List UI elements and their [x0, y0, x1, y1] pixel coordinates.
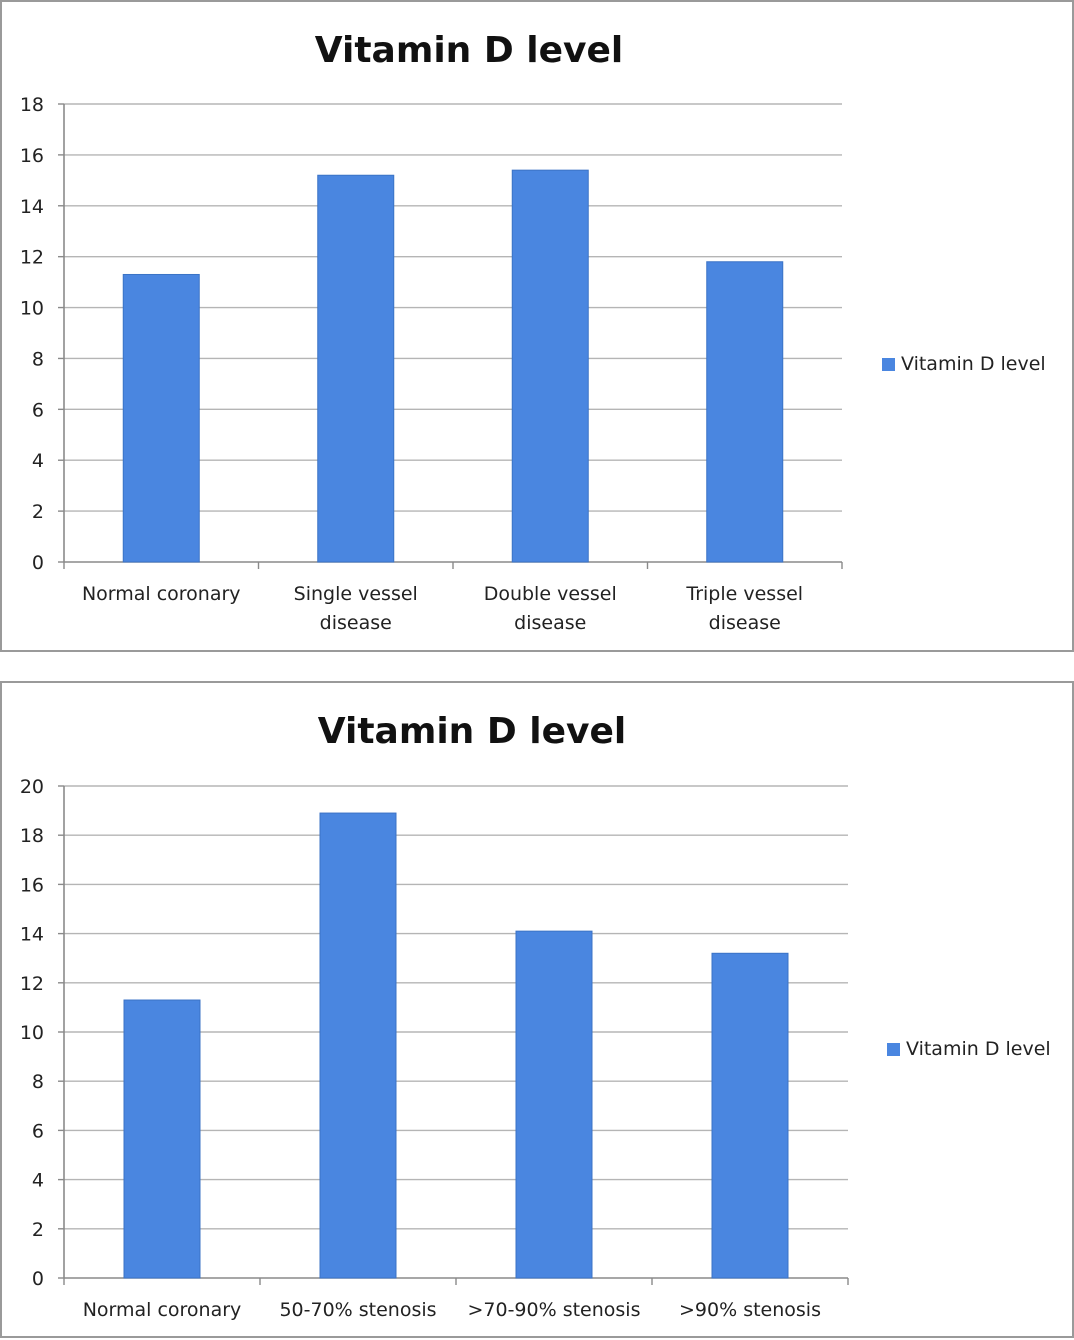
- chart-1-y-tick-label: 0: [32, 552, 44, 574]
- chart-1-legend-swatch: [882, 358, 895, 371]
- chart-1-y-tick-label: 2: [32, 501, 44, 523]
- chart-2-y-tick-label: 16: [20, 874, 44, 896]
- chart-2-category-label: 50-70% stenosis: [279, 1299, 436, 1321]
- chart-2-y-tick-label: 4: [32, 1170, 44, 1192]
- chart-1-category-label: Single vessel: [294, 583, 418, 605]
- chart-1-category-label: disease: [514, 612, 586, 634]
- chart-1-category-label: disease: [320, 612, 392, 634]
- chart-1-category-label: disease: [709, 612, 781, 634]
- chart-2-y-tick-label: 12: [20, 973, 44, 995]
- chart-1-y-tick-label: 4: [32, 450, 44, 472]
- chart-2-category-label: >70-90% stenosis: [467, 1299, 640, 1321]
- chart-2-y-tick-label: 14: [20, 924, 44, 946]
- chart-2-bar: [515, 930, 593, 1279]
- chart-1: Vitamin D level 0 2 4 6 8 10 12 14 16 18 Normal cor…: [20, 30, 1046, 634]
- chart-1-y-tick-label: 16: [20, 145, 44, 167]
- chart-2-y-tick-label: 0: [32, 1268, 44, 1290]
- chart-1-y-tick-label: 10: [20, 298, 44, 320]
- chart-panel-1: Vitamin D level 0 2 4 6 8 10 12 14 16 18 Normal cor…: [0, 0, 1074, 652]
- chart-2-y-tick-label: 2: [32, 1219, 44, 1241]
- chart-2-bar: [711, 952, 789, 1279]
- chart-1-bar: [317, 174, 395, 563]
- chart-1-y-tick-label: 8: [32, 348, 44, 370]
- chart-2-y-tick-label: 10: [20, 1022, 44, 1044]
- chart-1-title: Vitamin D level: [315, 30, 623, 71]
- chart-2-title: Vitamin D level: [318, 711, 626, 752]
- chart-1-bar: [122, 273, 200, 563]
- chart-1-category-label: Triple vessel: [685, 583, 803, 605]
- chart-1-y-tick-label: 6: [32, 399, 44, 421]
- chart-2-category-label: Normal coronary: [83, 1299, 242, 1321]
- chart-1-y-tick-label: 12: [20, 247, 44, 269]
- chart-2-y-tick-label: 8: [32, 1071, 44, 1093]
- chart-1-bar: [511, 169, 589, 563]
- chart-1-category-label: Normal coronary: [82, 583, 241, 605]
- chart-1-bar: [706, 261, 784, 563]
- chart-2-legend-swatch: [887, 1043, 900, 1056]
- chart-2: Vitamin D level 0 2 4 6 8 10 12 14 16 18 20 Normal c…: [20, 711, 1051, 1321]
- chart-1-y-tick-label: 18: [20, 94, 44, 116]
- chart-1-category-label: Double vessel: [484, 583, 617, 605]
- chart-2-y-tick-label: 20: [20, 776, 44, 798]
- chart-2-bar: [319, 812, 397, 1279]
- chart-panel-2: Vitamin D level 0 2 4 6 8 10 12 14 16 18 20 Normal c…: [0, 681, 1074, 1338]
- chart-2-bar: [123, 999, 201, 1279]
- chart-2-legend-label: Vitamin D level: [906, 1038, 1051, 1060]
- chart-1-y-tick-label: 14: [20, 196, 44, 218]
- chart-2-category-label: >90% stenosis: [679, 1299, 821, 1321]
- chart-2-y-tick-label: 18: [20, 825, 44, 847]
- chart-2-y-tick-label: 6: [32, 1120, 44, 1142]
- chart-1-legend-label: Vitamin D level: [901, 353, 1046, 375]
